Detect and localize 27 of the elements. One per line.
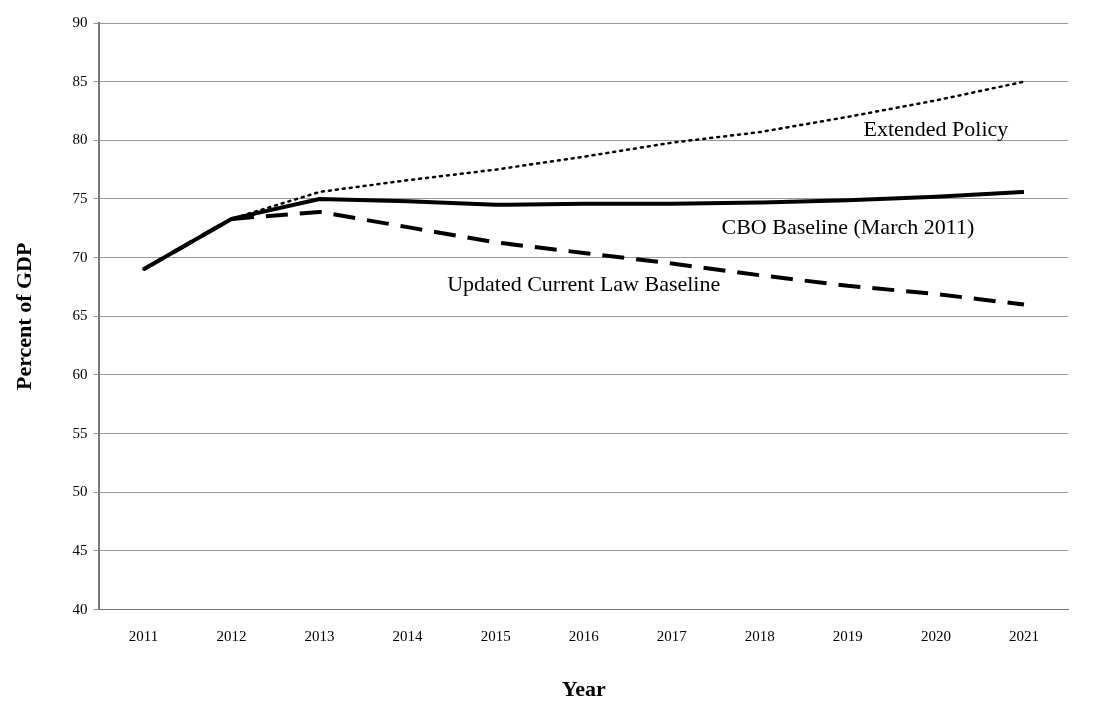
x-axis-title: Year [561, 676, 606, 702]
x-tick-label: 2020 [920, 627, 951, 644]
x-tick-label: 2021 [1008, 627, 1039, 644]
series-label: CBO Baseline (March 2011) [721, 213, 975, 239]
y-tick-label: 45 [72, 541, 88, 558]
x-tick-label: 2016 [568, 627, 600, 644]
x-tick-label: 2018 [744, 627, 775, 644]
y-tick-label: 60 [72, 365, 88, 382]
y-tick-label: 65 [72, 307, 88, 324]
series-label: Extended Policy [863, 116, 1009, 142]
x-tick-label: 2017 [656, 627, 688, 644]
y-axis-title: Percent of GDP [10, 242, 36, 391]
y-tick-label: 85 [72, 72, 88, 89]
x-tick-label: 2015 [480, 627, 511, 644]
y-tick-label: 55 [72, 424, 88, 441]
y-tick-label: 90 [72, 13, 88, 30]
x-tick-label: 2012 [216, 627, 247, 644]
y-tick-label: 80 [72, 131, 88, 148]
x-tick-label: 2014 [392, 627, 424, 644]
y-tick-label: 40 [72, 600, 88, 617]
series-label: Updated Current Law Baseline [447, 270, 721, 296]
x-tick-label: 2019 [832, 627, 863, 644]
x-tick-label: 2011 [128, 627, 159, 644]
x-tick-label: 2013 [304, 627, 335, 644]
y-tick-label: 70 [72, 248, 88, 265]
y-tick-label: 75 [72, 189, 88, 206]
y-tick-label: 50 [72, 483, 88, 500]
